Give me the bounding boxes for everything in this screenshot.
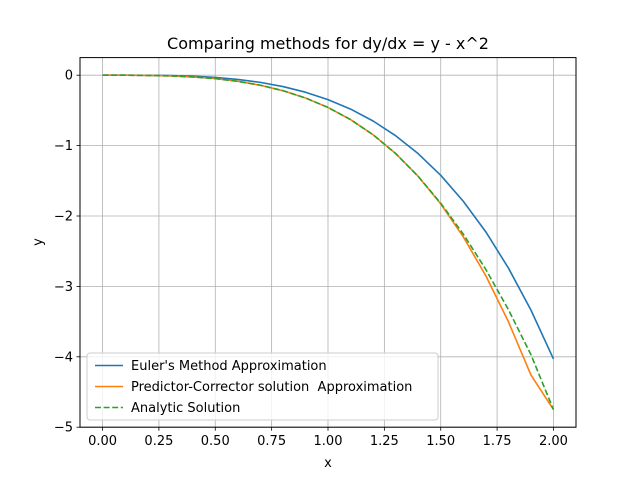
y-axis-label: y [31, 238, 46, 246]
y-tick-label: −2 [54, 210, 73, 225]
x-tick-label: 0.50 [201, 434, 230, 449]
x-tick-label: 0.75 [257, 434, 286, 449]
y-axis-ticks: 0 −1 −2 −3 −4 −5 [54, 69, 80, 436]
legend-label: Euler's Method Approximation [131, 359, 327, 374]
x-tick-label: 1.00 [314, 434, 343, 449]
y-tick-label: −1 [54, 139, 73, 154]
x-tick-label: 1.75 [483, 434, 512, 449]
chart-title: Comparing methods for dy/dx = y - x^2 [167, 34, 489, 53]
x-tick-label: 0.25 [144, 434, 173, 449]
legend: Euler's Method Approximation Predictor-Co… [86, 352, 439, 421]
legend-box [86, 352, 439, 421]
legend-label: Analytic Solution [131, 401, 240, 416]
y-tick-label: 0 [65, 69, 73, 84]
y-tick-label: −4 [54, 350, 73, 365]
series-line-2 [102, 74, 555, 411]
y-tick-label: −5 [54, 421, 73, 436]
x-axis-label: x [324, 456, 332, 471]
y-tick-label: −3 [54, 280, 73, 295]
x-axis-ticks: 0.00 0.25 0.50 0.75 1.00 1.25 1.50 1.75 2.00 [88, 427, 568, 449]
plot-series [102, 74, 555, 411]
x-tick-label: 2.00 [539, 434, 568, 449]
x-tick-label: 1.50 [426, 434, 455, 449]
x-tick-label: 0.00 [88, 434, 117, 449]
legend-label: Predictor-Corrector solution Approximati… [131, 380, 412, 395]
x-tick-label: 1.25 [370, 434, 399, 449]
